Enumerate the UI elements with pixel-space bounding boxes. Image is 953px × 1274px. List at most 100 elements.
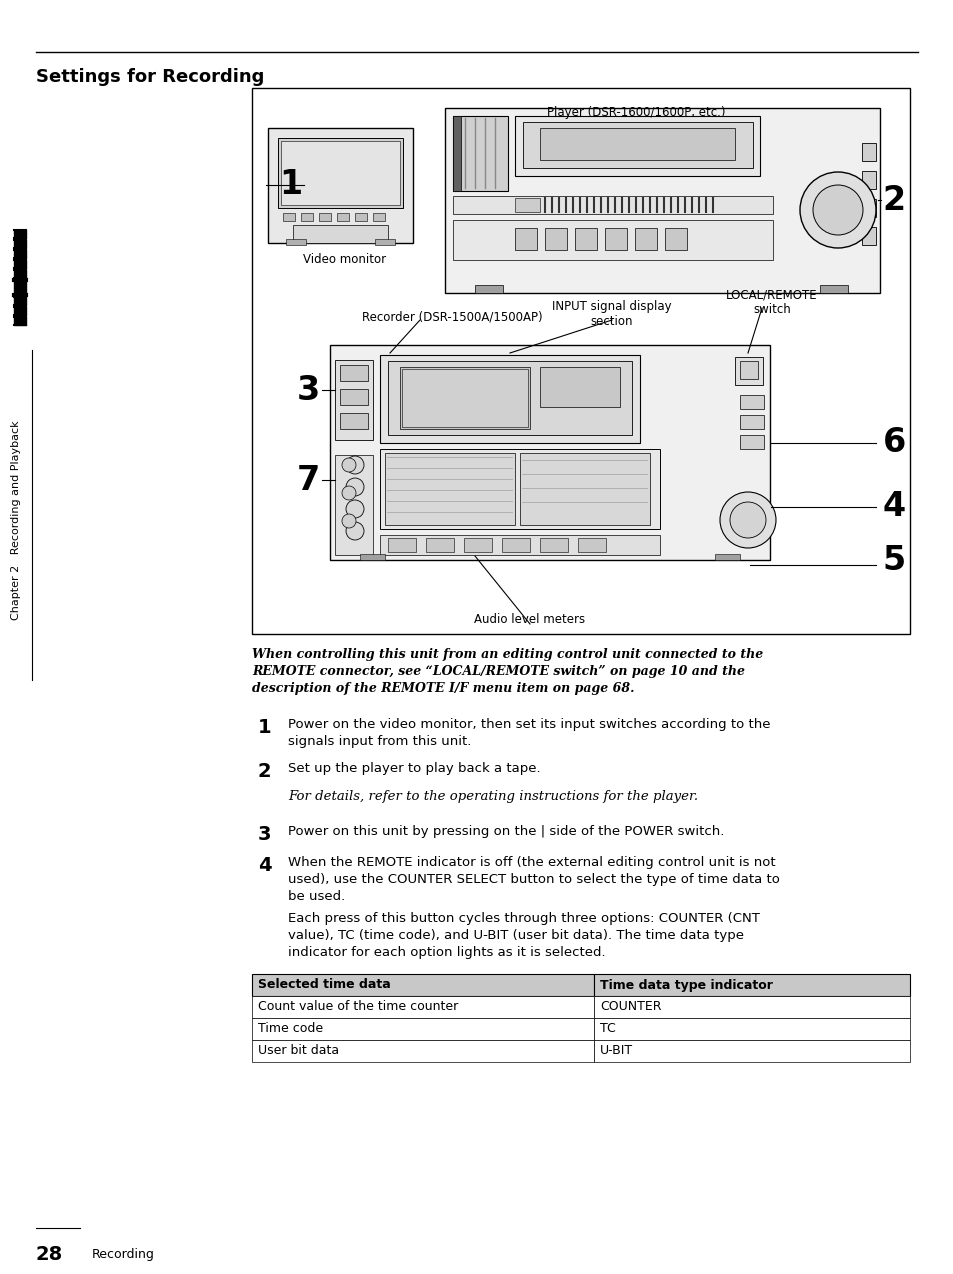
Text: Chapter 2   Recording and Playback: Chapter 2 Recording and Playback — [11, 420, 21, 620]
Bar — [862, 227, 875, 245]
Bar — [862, 199, 875, 217]
Bar — [359, 554, 385, 561]
Bar — [544, 228, 566, 250]
Bar — [252, 1040, 594, 1063]
Text: 5: 5 — [882, 544, 905, 577]
Text: When the REMOTE indicator is off (the external editing control unit is not
used): When the REMOTE indicator is off (the ex… — [288, 856, 779, 903]
Bar — [426, 538, 454, 552]
Text: Recorder (DSR-1500A/1500AP): Recorder (DSR-1500A/1500AP) — [361, 310, 542, 324]
Text: Each press of this button cycles through three options: COUNTER (CNT
value), TC : Each press of this button cycles through… — [288, 912, 760, 959]
Circle shape — [341, 513, 355, 527]
Text: User bit data: User bit data — [257, 1045, 338, 1057]
Bar — [515, 228, 537, 250]
Bar — [539, 367, 619, 406]
Bar — [519, 454, 649, 525]
Text: 4: 4 — [882, 490, 905, 524]
Bar — [453, 116, 507, 191]
Text: 1: 1 — [278, 168, 302, 201]
Text: 6: 6 — [882, 427, 905, 460]
Text: COUNTER: COUNTER — [599, 1000, 661, 1014]
Text: Player (DSR-1600/1600P, etc.): Player (DSR-1600/1600P, etc.) — [547, 106, 725, 118]
Text: TC: TC — [599, 1023, 616, 1036]
Bar — [539, 127, 734, 161]
Text: Count value of the time counter: Count value of the time counter — [257, 1000, 457, 1014]
Text: INPUT signal display
section: INPUT signal display section — [552, 299, 671, 327]
Circle shape — [720, 492, 775, 548]
Bar — [575, 228, 597, 250]
Text: Power on this unit by pressing on the | side of the POWER switch.: Power on this unit by pressing on the | … — [288, 826, 723, 838]
Bar — [444, 108, 879, 293]
Text: 3: 3 — [296, 373, 319, 406]
Bar — [399, 367, 530, 429]
Text: When controlling this unit from an editing control unit connected to the
REMOTE : When controlling this unit from an editi… — [252, 648, 762, 696]
Bar — [740, 415, 763, 429]
Text: 1: 1 — [257, 719, 272, 736]
Bar — [740, 361, 758, 378]
Bar — [355, 213, 367, 220]
Text: Video monitor: Video monitor — [303, 254, 386, 266]
Text: Selected time data: Selected time data — [257, 978, 391, 991]
Bar — [515, 197, 539, 211]
Bar — [268, 127, 413, 243]
Bar — [339, 413, 368, 429]
Text: For details, refer to the operating instructions for the player.: For details, refer to the operating inst… — [288, 790, 698, 803]
Bar — [463, 538, 492, 552]
Circle shape — [346, 478, 364, 496]
Bar — [594, 1018, 909, 1040]
Text: Power on the video monitor, then set its input switches according to the
signals: Power on the video monitor, then set its… — [288, 719, 770, 748]
Bar — [283, 213, 294, 220]
Bar — [252, 996, 594, 1018]
Text: Settings for Recording: Settings for Recording — [36, 68, 264, 87]
Text: 2: 2 — [882, 183, 905, 217]
Bar — [336, 213, 349, 220]
Bar — [734, 357, 762, 385]
Bar — [388, 361, 631, 434]
Bar — [388, 538, 416, 552]
Bar — [293, 225, 388, 243]
Circle shape — [346, 456, 364, 474]
Bar — [714, 554, 740, 561]
Bar — [379, 448, 659, 529]
Bar — [515, 116, 760, 176]
Text: Time data type indicator: Time data type indicator — [599, 978, 772, 991]
Bar — [330, 345, 769, 561]
Bar — [594, 1040, 909, 1063]
Bar — [475, 285, 502, 293]
Bar — [335, 455, 373, 555]
Bar — [740, 395, 763, 409]
Bar — [379, 355, 639, 443]
Bar — [862, 143, 875, 161]
Bar — [281, 141, 399, 205]
Text: Time code: Time code — [257, 1023, 323, 1036]
Circle shape — [341, 485, 355, 499]
Circle shape — [800, 172, 875, 248]
Bar — [501, 538, 530, 552]
Bar — [578, 538, 605, 552]
Bar — [453, 220, 772, 260]
Bar — [339, 364, 368, 381]
Circle shape — [341, 457, 355, 471]
Bar — [252, 88, 909, 634]
Bar — [401, 369, 527, 427]
Bar — [453, 116, 460, 191]
Text: Set up the player to play back a tape.: Set up the player to play back a tape. — [288, 762, 540, 775]
Bar — [286, 240, 306, 245]
Bar — [664, 228, 686, 250]
Text: Audio level meters: Audio level meters — [474, 613, 585, 626]
Circle shape — [812, 185, 862, 234]
Bar — [594, 996, 909, 1018]
Text: LOCAL/REMOTE
switch: LOCAL/REMOTE switch — [725, 288, 817, 316]
Bar — [339, 389, 368, 405]
Bar — [594, 975, 909, 996]
Bar — [522, 122, 752, 168]
Bar — [252, 975, 594, 996]
Text: 7: 7 — [296, 464, 319, 497]
Bar — [385, 454, 515, 525]
Bar — [862, 171, 875, 189]
Text: 4: 4 — [257, 856, 272, 875]
Bar — [604, 228, 626, 250]
Bar — [820, 285, 847, 293]
Bar — [539, 538, 567, 552]
Text: Recording: Recording — [91, 1249, 154, 1261]
Bar — [373, 213, 385, 220]
